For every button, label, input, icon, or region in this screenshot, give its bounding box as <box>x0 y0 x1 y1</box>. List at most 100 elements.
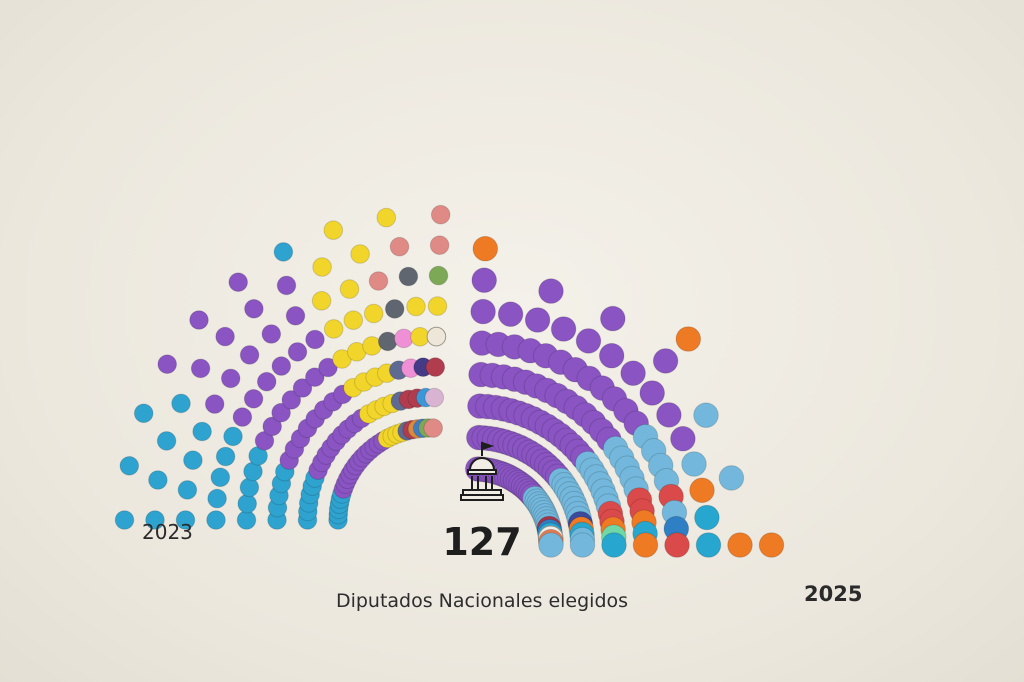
seat-2025-orange <box>727 532 753 558</box>
seat-2023-purple <box>271 402 291 423</box>
seat-2025-orange <box>758 532 785 558</box>
seat-2023-cyan <box>192 421 212 442</box>
seat-2023-purple <box>292 378 313 398</box>
seat-2023-yellow <box>427 296 448 316</box>
seat-2023-yellow <box>406 296 426 317</box>
seat-2025-lightblue <box>681 451 707 477</box>
seat-2023-cyan <box>171 393 191 414</box>
seat-2023-yellow <box>376 207 397 228</box>
seat-2023-cyan <box>183 450 203 471</box>
total-seats-value: 127 <box>442 520 522 564</box>
seat-2025-lightblue <box>569 532 596 558</box>
seat-2023-purple <box>204 394 225 414</box>
seat-2025-orange <box>472 235 499 262</box>
seat-2025-purple <box>524 307 551 333</box>
seat-2023-cyan <box>177 480 198 500</box>
seat-2025-lightblue <box>693 402 719 429</box>
seat-2023-pink <box>394 328 414 349</box>
seat-2023-cyan <box>145 510 165 530</box>
seat-2023-cream <box>426 326 447 347</box>
seat-2023-purple <box>287 342 308 362</box>
year-label-2025: 2025 <box>804 582 863 606</box>
seat-2025-purple <box>497 301 524 328</box>
seat-2025-orange <box>689 477 715 504</box>
seat-2023-salmon <box>429 235 450 255</box>
seat-2023-cyan <box>237 493 257 514</box>
seat-2023-purple <box>256 371 277 392</box>
seat-2023-salmon <box>389 236 410 257</box>
seat-2023-yellow <box>339 279 360 299</box>
seat-2025-purple <box>600 305 626 332</box>
seat-2023-yellow <box>323 319 344 339</box>
seat-2023-cyan <box>215 446 236 467</box>
seat-2023-purple <box>190 358 211 379</box>
hemicycle-2025 <box>464 235 785 558</box>
seat-2023-gray <box>384 299 405 319</box>
seat-2023-gray <box>377 331 398 352</box>
seat-2023-yellow <box>350 244 370 264</box>
seat-2023-yellow <box>311 291 332 311</box>
seat-2023-yellow <box>323 220 344 240</box>
seat-2023-purple <box>281 390 302 410</box>
seat-2025-orange <box>675 326 702 352</box>
seat-2025-teal <box>694 504 720 531</box>
seat-2025-purple <box>550 316 577 342</box>
seat-2025-purple <box>598 342 625 369</box>
seat-2023-purple <box>276 275 297 296</box>
seat-2025-lightblue <box>718 465 745 491</box>
capitol-icon <box>460 441 504 501</box>
seat-2023-purple <box>232 407 253 427</box>
seat-2025-orange <box>632 532 659 558</box>
seat-2023-lilac <box>424 387 445 408</box>
seat-2023-salmon <box>430 204 451 225</box>
seat-2023-cyan <box>119 456 140 476</box>
seat-2023-purple <box>244 299 264 319</box>
seat-2025-purple <box>656 402 682 428</box>
seat-2025-teal <box>601 532 627 558</box>
seat-2023-yellow <box>363 303 384 324</box>
seat-2025-lightblue <box>538 532 564 558</box>
chart-caption: Diputados Nacionales elegidos <box>335 590 629 612</box>
year-label-2023: 2023 <box>142 520 193 544</box>
seat-2023-cyan <box>206 510 226 530</box>
seat-2023-purple <box>318 357 338 378</box>
seat-2023-cyan <box>175 510 196 530</box>
seat-2025-purple <box>670 425 696 452</box>
seat-2023-crimson <box>425 357 446 377</box>
seat-2023-purple <box>215 326 235 347</box>
seat-2023-cyan <box>207 488 227 509</box>
seat-2023-purple <box>285 306 306 326</box>
seat-2023-cyan <box>239 477 260 498</box>
seat-2023-yellow <box>343 310 364 331</box>
seat-2023-gray <box>398 266 419 287</box>
seat-2023-purple <box>305 367 325 388</box>
seat-2023-purple <box>243 389 264 409</box>
seat-2023-cyan <box>114 510 135 530</box>
seat-2023-cyan <box>236 510 257 530</box>
seat-2023-cyan <box>210 467 231 488</box>
seat-2025-purple <box>639 380 666 406</box>
seat-2025-red <box>664 532 690 558</box>
seat-2025-purple <box>538 278 564 304</box>
seat-2023-green <box>428 265 449 286</box>
seat-2025-purple <box>620 360 646 387</box>
seat-2023-purple <box>261 324 282 344</box>
hemicycle-2023 <box>114 204 451 530</box>
seat-2023-yellow <box>410 327 430 347</box>
seat-2025-purple <box>471 267 498 294</box>
seat-2023-cyan <box>156 431 177 451</box>
seat-2023-salmon <box>423 418 444 438</box>
seat-2023-purple <box>189 310 209 330</box>
seat-2025-teal <box>695 532 722 558</box>
seat-2023-cyan <box>148 470 168 490</box>
seat-2023-purple <box>271 356 292 376</box>
seat-2023-cyan <box>133 403 154 424</box>
seat-2023-yellow <box>312 257 332 277</box>
seat-2023-purple <box>262 416 283 437</box>
seat-2023-salmon <box>368 271 389 291</box>
seat-2023-purple <box>239 345 260 365</box>
seat-2025-purple <box>575 328 602 354</box>
seat-2023-cyan <box>223 426 243 447</box>
seat-2023-cyan <box>273 242 294 262</box>
